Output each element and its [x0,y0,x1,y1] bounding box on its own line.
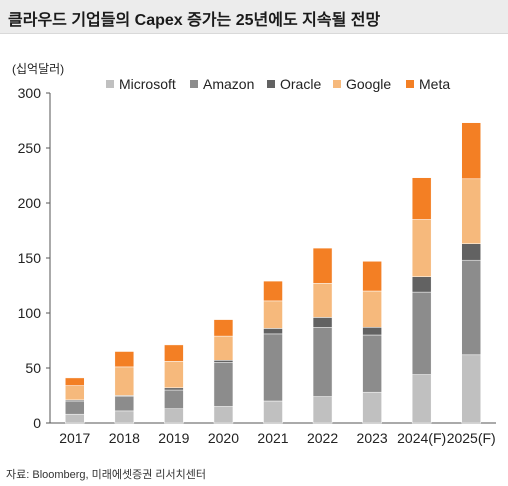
bar-segment-google [213,335,234,361]
bar-segment-amazon [362,334,382,393]
bar-segment-google [65,385,85,401]
y-tick-label: 300 [18,85,42,101]
bar-segment-oracle [362,327,382,336]
legend-label-amazon: Amazon [203,76,254,92]
bar-segment-microsoft [213,406,234,424]
y-tick-label: 200 [18,195,42,211]
bar-segment-google [263,300,283,329]
bar-segment-oracle [461,243,481,261]
legend-swatch-oracle [267,80,275,88]
bar-segment-google [164,361,184,389]
bar-segment-google [411,219,432,277]
bar-segment-meta [114,351,135,368]
bar-segment-amazon [65,400,85,415]
x-tick-label: 2023 [357,430,388,446]
y-tick-label: 0 [33,415,41,431]
bar-segment-oracle [312,317,333,328]
bar-segment-google [362,290,382,328]
bar-segment-oracle [411,276,432,293]
bar-segment-oracle [164,387,184,391]
bar-segment-microsoft [263,400,283,424]
bar-segment-microsoft [411,374,432,424]
bar-segment-amazon [312,327,333,397]
bar-segment-amazon [411,291,432,375]
legend-label-oracle: Oracle [280,76,321,92]
bar-segment-amazon [461,259,481,356]
y-tick-label: 100 [18,305,42,321]
legend-label-meta: Meta [419,76,450,92]
bar-segment-meta [411,177,432,220]
bar-segment-meta [263,280,283,302]
x-axis: 2017 2018 2019 2020 2021 2022 2023 2024(F) 2025(… [50,422,496,446]
y-axis: 0 50 100 150 200 250 300 [18,85,51,431]
x-tick-label: 2019 [158,430,189,446]
legend-swatch-amazon [190,80,198,88]
bar-segment-microsoft [362,391,382,424]
bar-segment-oracle [213,360,234,363]
bar-segment-oracle [263,328,283,335]
bar-segment-google [312,283,333,318]
bar-segment-google [461,178,481,244]
legend-label-google: Google [346,76,391,92]
y-axis-unit-label: (십억달러) [12,62,65,76]
bars [65,122,481,424]
bar-segment-microsoft [65,413,85,424]
bar-segment-google [114,366,135,396]
y-tick-label: 250 [18,140,42,156]
source-note: 자료: Bloomberg, 미래에셋증권 리서치센터 [6,469,207,481]
bar-segment-meta [213,319,234,337]
x-tick-label: 2021 [257,430,288,446]
bar-segment-amazon [263,333,283,402]
bar-segment-amazon [114,396,135,412]
legend-swatch-meta [406,80,414,88]
bar-segment-meta [65,377,85,386]
y-tick-label: 50 [25,360,41,376]
bar-segment-microsoft [312,396,333,424]
bar-segment-meta [312,247,333,284]
bar-segment-amazon [164,389,184,409]
bar-segment-meta [362,261,382,292]
x-tick-label: 2024(F) [397,430,446,446]
bar-segment-microsoft [461,354,481,424]
x-tick-label: 2025(F) [447,430,496,446]
bar-segment-microsoft [114,410,135,424]
x-tick-label: 2020 [208,430,239,446]
legend: Microsoft Amazon Oracle Google Meta [106,76,450,92]
title-bar: 클라우드 기업들의 Capex 증가는 25년에도 지속될 전망 [0,0,508,34]
legend-swatch-google [333,80,341,88]
y-tick-label: 150 [18,250,42,266]
x-tick-label: 2018 [109,430,140,446]
x-tick-label: 2017 [59,430,90,446]
bar-segment-meta [164,344,184,362]
legend-swatch-microsoft [106,80,114,88]
legend-label-microsoft: Microsoft [119,76,176,92]
bar-segment-meta [461,122,481,180]
bar-segment-microsoft [164,408,184,424]
bar-segment-amazon [213,362,234,407]
x-tick-label: 2022 [307,430,338,446]
chart-title: 클라우드 기업들의 Capex 증가는 25년에도 지속될 전망 [8,12,381,29]
